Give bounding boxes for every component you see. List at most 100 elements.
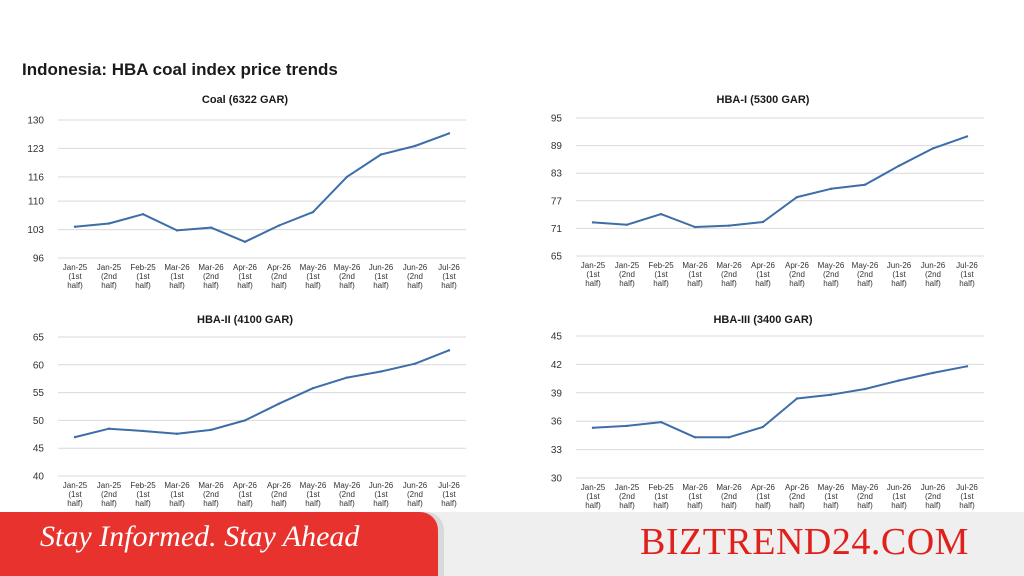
x-tick-label-line: Mar-26 [164,481,190,490]
data-point [795,397,799,400]
x-tick-label: Jan-25 (1st half) [581,261,606,288]
x-tick-label: Mar-26 (1st half) [682,261,708,288]
x-tick-label-line: half) [585,279,601,288]
data-point [345,175,349,179]
y-tick-label: 130 [27,116,44,127]
x-tick-label-line: (1st [586,492,600,501]
x-tick-label-line: (2nd [925,492,941,501]
data-point [931,147,935,150]
x-tick-label-line: (1st [586,270,600,279]
brand-logo-text[interactable]: BIZTREND24.COM [640,521,969,563]
x-tick-label-line: Feb-25 [130,481,156,490]
x-tick-label-line: (2nd [101,272,117,281]
x-tick-label-line: Apr-26 [751,261,776,270]
data-point [277,402,281,405]
data-point [379,370,383,373]
x-tick-label-line: Mar-26 [198,481,224,490]
x-tick-label-line: Mar-26 [198,263,224,272]
x-tick-label-line: half) [67,281,83,290]
x-tick-label: Mar-26 (1st half) [682,483,708,510]
x-tick-label-line: half) [721,501,737,510]
x-tick-label: Apr-26 (1st half) [751,261,776,288]
x-tick-label-line: Jan-25 [63,263,88,272]
series-line [592,135,968,228]
x-tick-label-line: Jan-25 [615,261,640,270]
x-tick-label: Jan-25 (2nd half) [615,483,640,510]
data-point [311,386,315,390]
x-tick-label-line: Jan-25 [63,481,88,490]
x-tick-label-line: May-26 [852,483,879,492]
y-tick-label: 39 [551,388,563,399]
x-tick-label-line: (1st [170,490,184,499]
x-tick-label-line: (1st [960,492,974,501]
chart-hba-ii-4100: HBA-II (4100 GAR) 40 45 50 55 60 65 Jan-25 (1st… [10,310,480,512]
x-tick-label-line: (2nd [271,272,287,281]
x-tick-label-line: half) [441,499,457,508]
x-tick-label-line: (2nd [339,272,355,281]
x-tick-label-line: (1st [824,492,838,501]
x-tick-label-line: (2nd [857,492,873,501]
x-tick-label-line: half) [891,279,907,288]
x-tick-label-line: half) [857,501,873,510]
x-tick-label: Jan-25 (2nd half) [97,263,122,290]
x-tick-label-line: half) [959,279,975,288]
data-point [693,436,697,439]
x-tick-label-line: (2nd [619,492,635,501]
x-tick-label: Jul-26 (1st half) [956,261,978,288]
x-tick-label-line: (1st [654,492,668,501]
x-tick-label-line: half) [857,279,873,288]
x-tick-label-line: (2nd [619,270,635,279]
x-tick-label-line: Jan-25 [581,483,606,492]
x-tick-label-line: (1st [892,492,906,501]
x-tick-label-line: half) [101,499,117,508]
data-point [379,153,383,156]
chart-hba-i-5300: HBA-I (5300 GAR) 65 71 77 83 89 95 Jan-25 (1st h… [528,88,998,298]
data-point [795,195,799,199]
data-point [277,224,281,227]
data-point [345,376,349,379]
x-tick-label: Apr-26 (1st half) [233,481,258,508]
x-tick-label-line: Apr-26 [233,481,258,490]
x-tick-label-line: half) [203,281,219,290]
x-tick-label: Apr-26 (2nd half) [267,481,292,508]
data-point [659,420,663,424]
x-tick-label-line: half) [823,501,839,510]
x-tick-label-line: (2nd [789,270,805,279]
x-tick-label: Mar-26 (2nd half) [198,481,224,508]
x-tick-label: May-26 (1st half) [300,263,327,290]
x-tick-label-line: (2nd [271,490,287,499]
x-tick-label-line: half) [373,281,389,290]
data-point [897,379,901,382]
data-point [73,435,77,439]
x-tick-label-line: (1st [136,272,150,281]
x-tick-label-line: half) [585,501,601,510]
series-line [74,349,450,439]
x-tick-label-line: half) [687,501,703,510]
x-tick-label: Jan-25 (1st half) [581,483,606,510]
data-point [761,425,765,429]
x-tick-label-line: half) [925,501,941,510]
x-tick-label-line: Feb-25 [648,261,674,270]
data-point [897,164,901,168]
x-tick-label-line: (1st [136,490,150,499]
chart-coal-6322: Coal (6322 GAR) 96 103 110 116 123 130 Jan-25(… [10,88,480,298]
x-tick-label-line: Jul-26 [956,483,978,492]
x-tick-label-line: May-26 [334,481,361,490]
footer-banner: Stay Informed. Stay Ahead BIZTREND24.COM [0,512,1024,576]
x-tick-label-line: half) [755,501,771,510]
x-tick-label: Apr-26 (1st half) [751,483,776,510]
y-tick-label: 33 [551,445,563,456]
x-tick-label: May-26 (2nd half) [818,261,845,288]
chart-hba-iii-3400: HBA-III (3400 GAR) 30 33 36 39 42 45 Jan-25 (1s… [528,310,998,512]
x-tick-label-line: Apr-26 [785,261,810,270]
x-tick-label-line: (2nd [407,490,423,499]
x-tick-label-line: Jan-25 [615,483,640,492]
data-point [413,362,417,365]
x-tick-label-line: Apr-26 [785,483,810,492]
x-tick-label: Jun-26 (1st half) [887,483,912,510]
x-tick-label: May-26 (2nd half) [852,483,879,510]
x-tick-label: Jan-25 (1st half) [63,263,88,290]
x-tick-label-line: (1st [756,492,770,501]
x-tick-label-line: Mar-26 [682,483,708,492]
